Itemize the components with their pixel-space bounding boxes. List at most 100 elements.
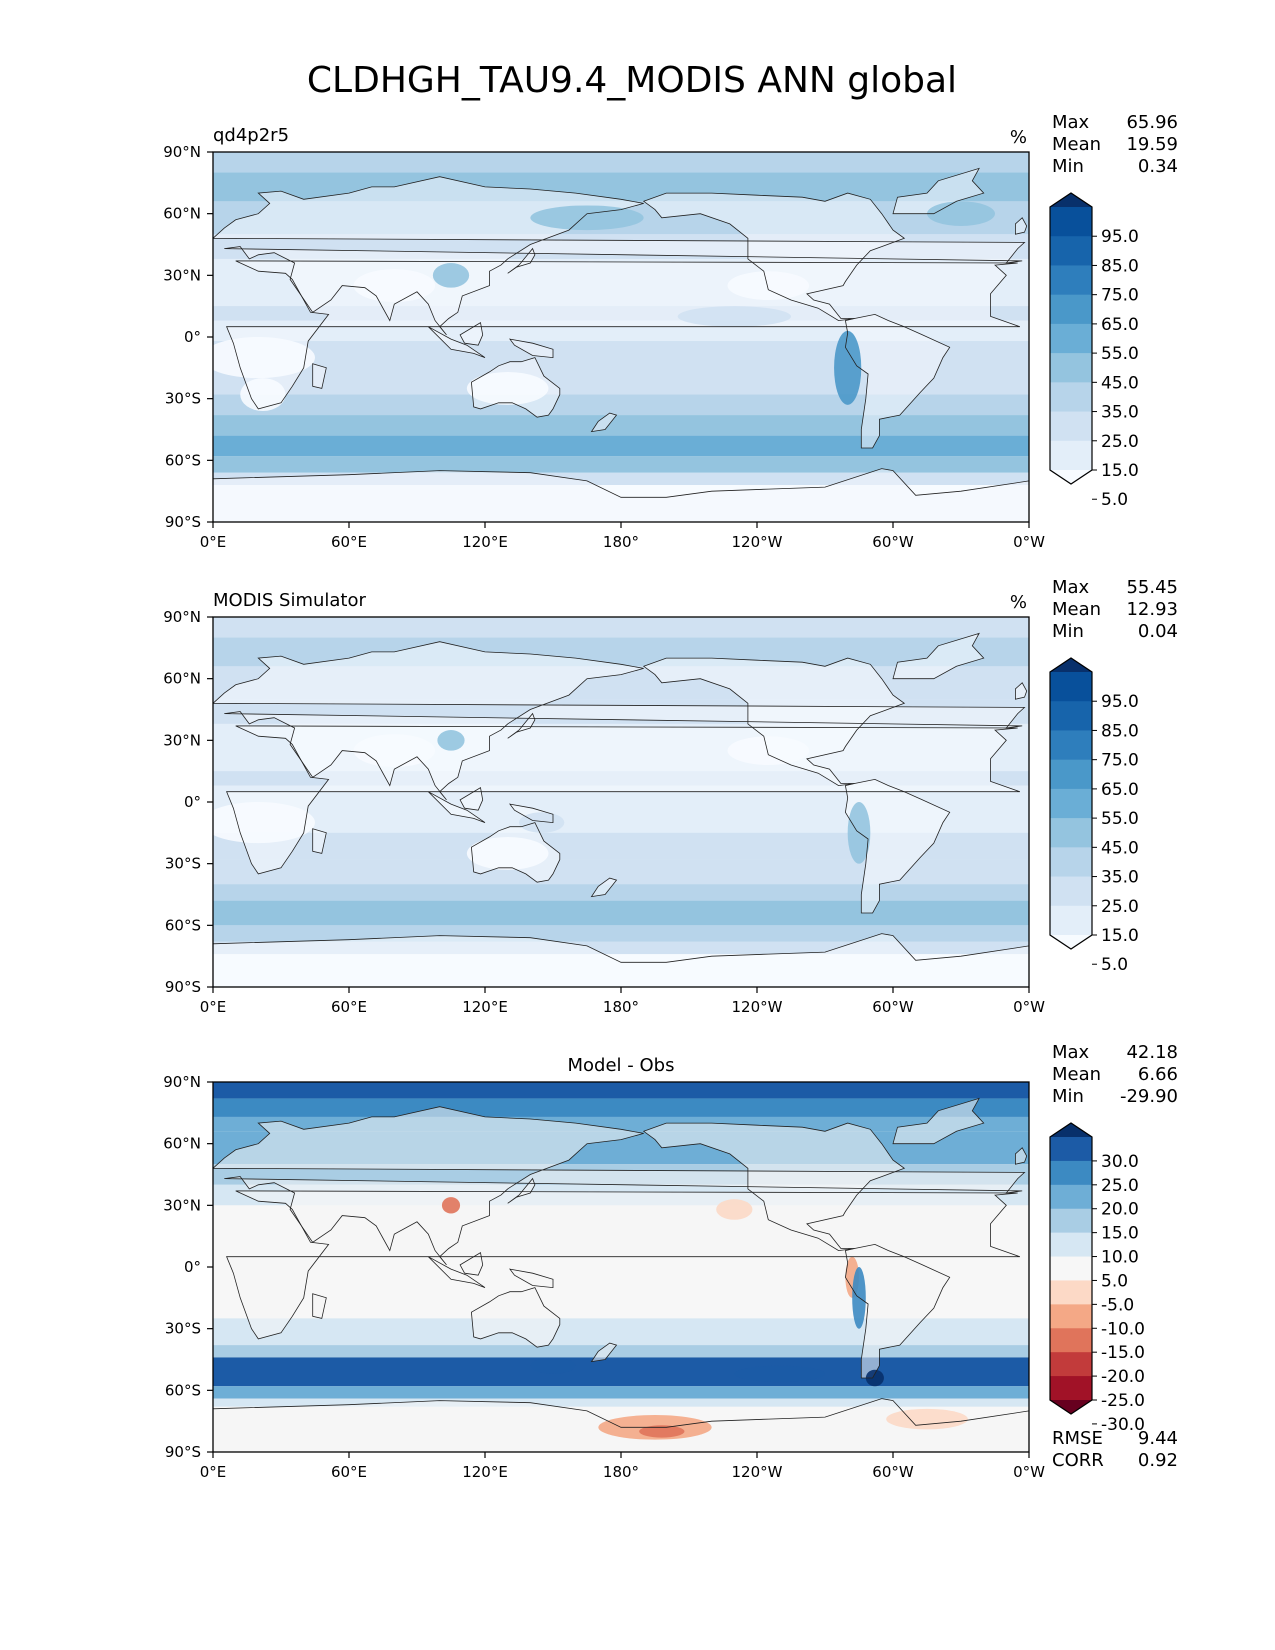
land-tint xyxy=(893,168,984,214)
coastline xyxy=(844,778,951,914)
colorbar-tick-label: 20.0 xyxy=(1101,1200,1139,1220)
field-band xyxy=(213,925,1029,942)
colorbar-tick-label: 15.0 xyxy=(1101,926,1139,946)
colorbar-tick-label: -20.0 xyxy=(1101,1367,1145,1387)
lon-tick-label: 180° xyxy=(603,1463,639,1481)
stat-label: Min xyxy=(1052,1086,1084,1107)
colorbar: 95.0 85.0 75.0 65.0 55.0 45.0 35.0 25.0 15.0 5.0 xyxy=(1049,657,1139,975)
coastline xyxy=(428,1256,486,1288)
stat-label: Min xyxy=(1052,621,1084,642)
land-tint xyxy=(845,314,950,448)
colorbar: 30.0 25.0 20.0 15.0 10.0 5.0 -5.0 -10.0 -15.0 -20… xyxy=(1049,1122,1145,1435)
lat-tick-label: 90°N xyxy=(163,143,201,161)
lat-tick-label: 30°S xyxy=(165,855,201,873)
coastline xyxy=(844,1243,951,1379)
stat-value: 0.92 xyxy=(1138,1450,1178,1471)
coastline xyxy=(642,657,906,787)
field-anomaly xyxy=(353,734,436,768)
land-tint xyxy=(428,326,485,358)
field-band xyxy=(213,435,1029,457)
field-anomaly xyxy=(834,330,862,405)
colorbar-tick-label: -10.0 xyxy=(1101,1319,1145,1339)
colorbar-tick-label: -25.0 xyxy=(1101,1391,1145,1411)
lat-tick-label: 90°S xyxy=(165,1443,201,1461)
colorbar-tick-label: 10.0 xyxy=(1101,1248,1139,1268)
coastline xyxy=(428,326,486,358)
colorbar-segment xyxy=(1050,905,1092,936)
lon-tick-label: 120°E xyxy=(462,998,508,1016)
colorbar-segment xyxy=(1050,788,1092,819)
lat-tick-label: 90°N xyxy=(163,1073,201,1091)
lat-tick-label: 60°N xyxy=(163,1135,201,1153)
colorbar-segment xyxy=(1050,701,1092,731)
map-field xyxy=(213,617,1029,987)
field-anomaly xyxy=(727,736,810,765)
colorbar-segment xyxy=(1050,294,1092,325)
lon-tick-label: 0°E xyxy=(200,533,227,551)
panel-units: % xyxy=(1010,592,1027,613)
coastline xyxy=(226,1190,1021,1340)
land-tint xyxy=(428,791,485,823)
colorbar-tick-label: 95.0 xyxy=(1101,692,1139,712)
panel-center-label: Model - Obs xyxy=(568,1055,675,1076)
panel-units: % xyxy=(1010,127,1027,148)
field-anomaly xyxy=(734,1365,826,1383)
lat-tick-label: 60°N xyxy=(163,205,201,223)
stat-label: Max xyxy=(1052,577,1090,598)
coastline xyxy=(459,786,484,811)
map-field xyxy=(213,1082,1029,1452)
lat-tick-label: 60°N xyxy=(163,670,201,688)
lon-tick-label: 60°W xyxy=(872,1463,914,1481)
colorbar-tick-label: 65.0 xyxy=(1101,780,1139,800)
colorbar-tick-label: -15.0 xyxy=(1101,1343,1145,1363)
field-anomaly xyxy=(727,271,810,300)
lon-tick-label: 60°E xyxy=(331,998,367,1016)
stat-value: -29.90 xyxy=(1120,1086,1178,1107)
land-tint xyxy=(507,1178,535,1204)
field-band xyxy=(213,884,1029,901)
colorbar-tick-label: 45.0 xyxy=(1101,373,1139,393)
coastline xyxy=(590,412,618,433)
stat-value: 65.96 xyxy=(1126,112,1178,133)
colorbar-tick-label: 35.0 xyxy=(1101,868,1139,888)
coastline xyxy=(470,357,561,418)
colorbar-segment xyxy=(1050,1208,1092,1234)
map-panel-2: MODIS Simulator % 0°E 60°E 120°E 180° 120°W 60°… xyxy=(163,577,1178,1016)
colorbar-tick-label: 55.0 xyxy=(1101,809,1139,829)
colorbar-segment xyxy=(1050,876,1092,907)
land-tint xyxy=(213,176,1025,335)
colorbar-segment xyxy=(1050,1232,1092,1258)
stat-value: 55.45 xyxy=(1126,577,1178,598)
stat-value: 6.66 xyxy=(1138,1064,1178,1085)
coastline xyxy=(226,725,1021,875)
coastline xyxy=(312,363,327,389)
colorbar-tick-label: 5.0 xyxy=(1101,490,1128,510)
lon-tick-label: 0°E xyxy=(200,1463,227,1481)
lat-tick-label: 60°S xyxy=(165,916,201,934)
lon-tick-label: 120°W xyxy=(732,998,783,1016)
field-anomaly xyxy=(519,812,565,833)
colorbar-tick-label: 75.0 xyxy=(1101,286,1139,306)
colorbar-tick-label: -5.0 xyxy=(1101,1295,1134,1315)
colorbar-extend-min xyxy=(1050,1400,1092,1414)
coastline xyxy=(892,1097,985,1145)
land-tint xyxy=(507,713,535,739)
coastline xyxy=(213,176,1026,336)
coastline xyxy=(892,632,985,680)
colorbar-tick-label: 30.0 xyxy=(1101,1152,1139,1172)
colorbar-extend-min xyxy=(1050,470,1092,484)
coastline xyxy=(507,712,536,739)
panel-left-label: MODIS Simulator xyxy=(213,590,366,611)
coastline xyxy=(1015,682,1028,700)
colorbar-tick-label: 55.0 xyxy=(1101,344,1139,364)
stat-label: Min xyxy=(1052,156,1084,177)
lon-tick-label: 60°W xyxy=(872,533,914,551)
colorbar-segment xyxy=(1050,1256,1092,1281)
lon-tick-label: 120°W xyxy=(732,533,783,551)
colorbar-tick-label: 95.0 xyxy=(1101,227,1139,247)
map-panel-3: Model - Obs 0°E 60°E 120°E 180° 120°W 60°W 0°W 9… xyxy=(163,1042,1178,1481)
land-tint xyxy=(460,787,483,811)
lon-tick-label: 60°W xyxy=(872,998,914,1016)
lat-tick-label: 30°N xyxy=(163,266,201,284)
field-anomaly xyxy=(677,306,791,327)
